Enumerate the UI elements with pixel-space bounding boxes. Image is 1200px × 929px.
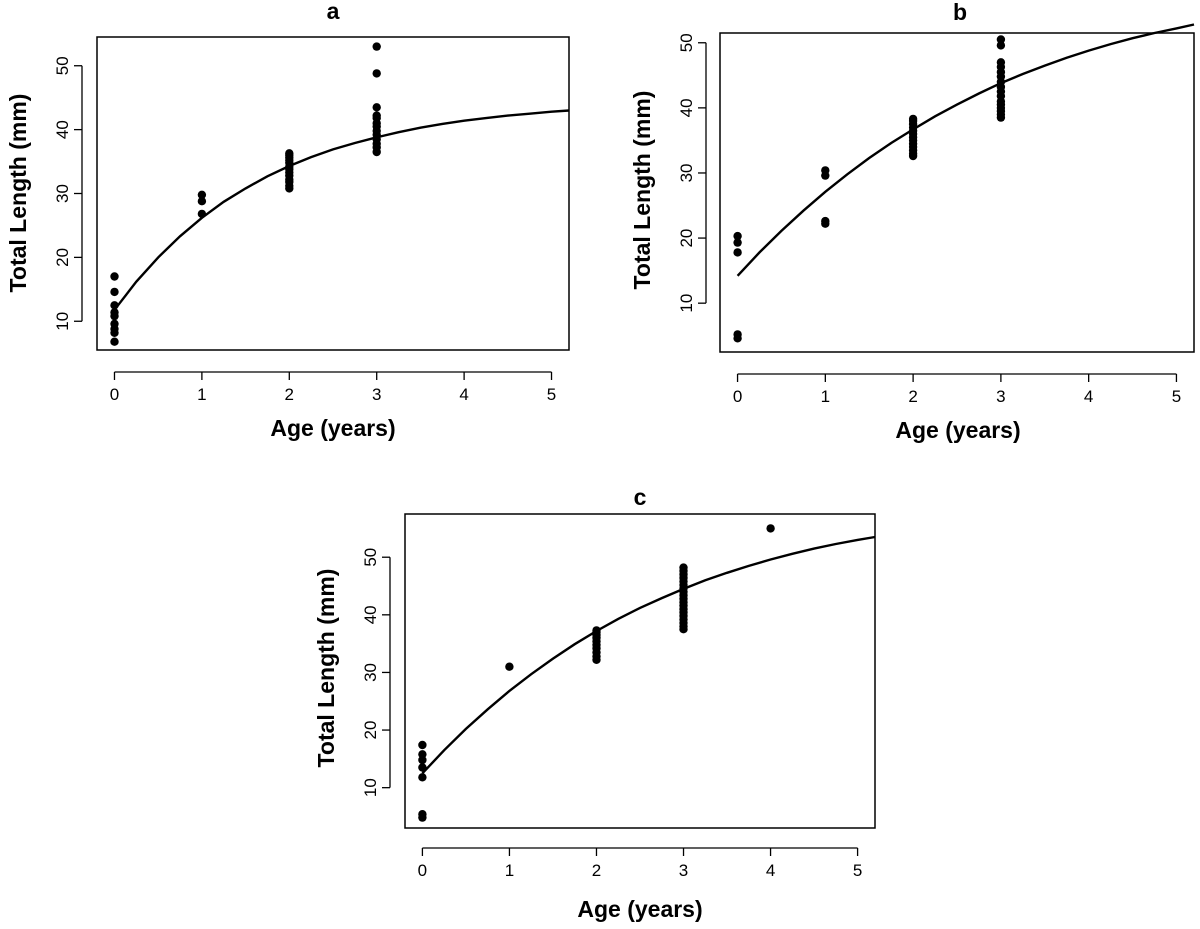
data-point	[285, 149, 294, 158]
y-tick-label: 40	[53, 120, 72, 139]
x-tick-label: 3	[996, 387, 1005, 406]
data-point	[372, 42, 381, 51]
data-point	[372, 103, 381, 112]
x-tick-label: 4	[459, 385, 468, 404]
panel-b: b 10 20 30 40 50 0 1 2 3 4 5 Age (years) Total Le…	[629, 0, 1195, 443]
y-tick-label: 10	[361, 778, 380, 797]
y-tick-label: 30	[677, 164, 696, 183]
y-tick-label: 10	[53, 312, 72, 331]
panel-a-plot-frame	[96, 36, 570, 351]
panel-a-y-ticks: 10 20 30 40 50	[53, 56, 83, 331]
panel-a: a 10 20 30 40 50 0 1 2 3 4 5 Age (years) Total Le…	[5, 0, 570, 441]
data-point	[197, 190, 207, 199]
x-tick-label: 3	[679, 861, 688, 880]
x-tick-label: 3	[372, 385, 381, 404]
data-point	[592, 626, 601, 635]
panel-c-plot-frame	[404, 513, 876, 829]
x-tick-label: 2	[592, 861, 601, 880]
x-tick-label: 1	[197, 385, 206, 404]
data-point	[996, 58, 1006, 67]
y-tick-label: 50	[53, 56, 72, 75]
panel-c-y-axis-title: Total Length (mm)	[313, 569, 339, 768]
panel-c-x-ticks: 0 1 2 3 4 5	[418, 847, 862, 880]
panel-a-fit-curve	[113, 109, 570, 311]
data-point	[733, 238, 742, 247]
panel-c-fit-curve	[421, 535, 876, 775]
x-tick-label: 5	[1172, 387, 1181, 406]
x-tick-label: 0	[418, 861, 427, 880]
data-point	[418, 740, 427, 750]
x-tick-label: 1	[505, 861, 514, 880]
data-point	[418, 810, 427, 819]
data-point	[418, 750, 427, 759]
data-point	[733, 231, 742, 241]
panel-a-y-axis-title: Total Length (mm)	[5, 94, 31, 293]
x-tick-label: 4	[1084, 387, 1093, 406]
panel-c-y-ticks: 10 20 30 40 50	[361, 548, 391, 797]
panel-b-plot-frame	[719, 32, 1195, 353]
y-tick-label: 30	[361, 663, 380, 682]
panel-b-y-ticks: 10 20 30 40 50	[677, 33, 707, 313]
data-point	[110, 287, 119, 297]
panel-b-title: b	[953, 0, 967, 25]
data-point	[418, 763, 427, 772]
panel-b-y-axis-title: Total Length (mm)	[629, 91, 655, 290]
panel-a-points	[110, 42, 381, 346]
panel-a-title: a	[327, 0, 340, 24]
panel-c-title: c	[634, 484, 647, 510]
data-point	[821, 166, 830, 175]
y-tick-label: 30	[53, 184, 72, 203]
y-tick-label: 20	[53, 248, 72, 267]
data-point	[766, 524, 775, 533]
panel-a-x-ticks: 0 1 2 3 4 5	[110, 371, 556, 404]
data-point	[679, 563, 688, 572]
x-tick-label: 2	[285, 385, 294, 404]
data-point	[197, 197, 207, 206]
x-tick-label: 5	[547, 385, 556, 404]
y-tick-label: 40	[361, 605, 380, 624]
data-point	[110, 308, 119, 317]
data-point	[996, 41, 1006, 50]
data-point	[110, 301, 119, 310]
panel-a-x-axis-title: Age (years)	[270, 415, 395, 441]
data-point	[110, 319, 119, 328]
data-point	[733, 248, 742, 257]
data-point	[372, 69, 381, 78]
y-tick-label: 50	[677, 33, 696, 52]
x-tick-label: 2	[908, 387, 917, 406]
x-tick-label: 1	[821, 387, 830, 406]
y-tick-label: 40	[677, 98, 696, 117]
data-point	[908, 114, 918, 124]
data-point	[505, 662, 514, 671]
panel-c: c 10 20 30 40 50 0 1 2 3 4 5 Age (years) Total Le…	[313, 484, 876, 922]
panel-b-fit-curve	[736, 23, 1195, 277]
data-point	[733, 330, 742, 339]
x-tick-label: 4	[766, 861, 775, 880]
y-tick-label: 20	[677, 229, 696, 248]
panel-c-x-axis-title: Age (years)	[577, 896, 702, 922]
panel-c-points	[418, 524, 775, 822]
panel-b-x-axis-title: Age (years)	[895, 417, 1020, 443]
data-point	[372, 111, 381, 120]
x-tick-label: 0	[110, 385, 119, 404]
panel-b-points	[733, 35, 1006, 343]
y-tick-label: 50	[361, 548, 380, 567]
y-tick-label: 20	[361, 721, 380, 740]
data-point	[110, 272, 119, 281]
data-point	[996, 35, 1006, 44]
panel-b-x-ticks: 0 1 2 3 4 5	[733, 373, 1181, 406]
x-tick-label: 5	[853, 861, 862, 880]
data-point	[110, 337, 119, 346]
data-point	[821, 216, 830, 226]
y-tick-label: 10	[677, 294, 696, 313]
x-tick-label: 0	[733, 387, 742, 406]
data-point	[197, 209, 207, 219]
data-point	[418, 773, 427, 782]
